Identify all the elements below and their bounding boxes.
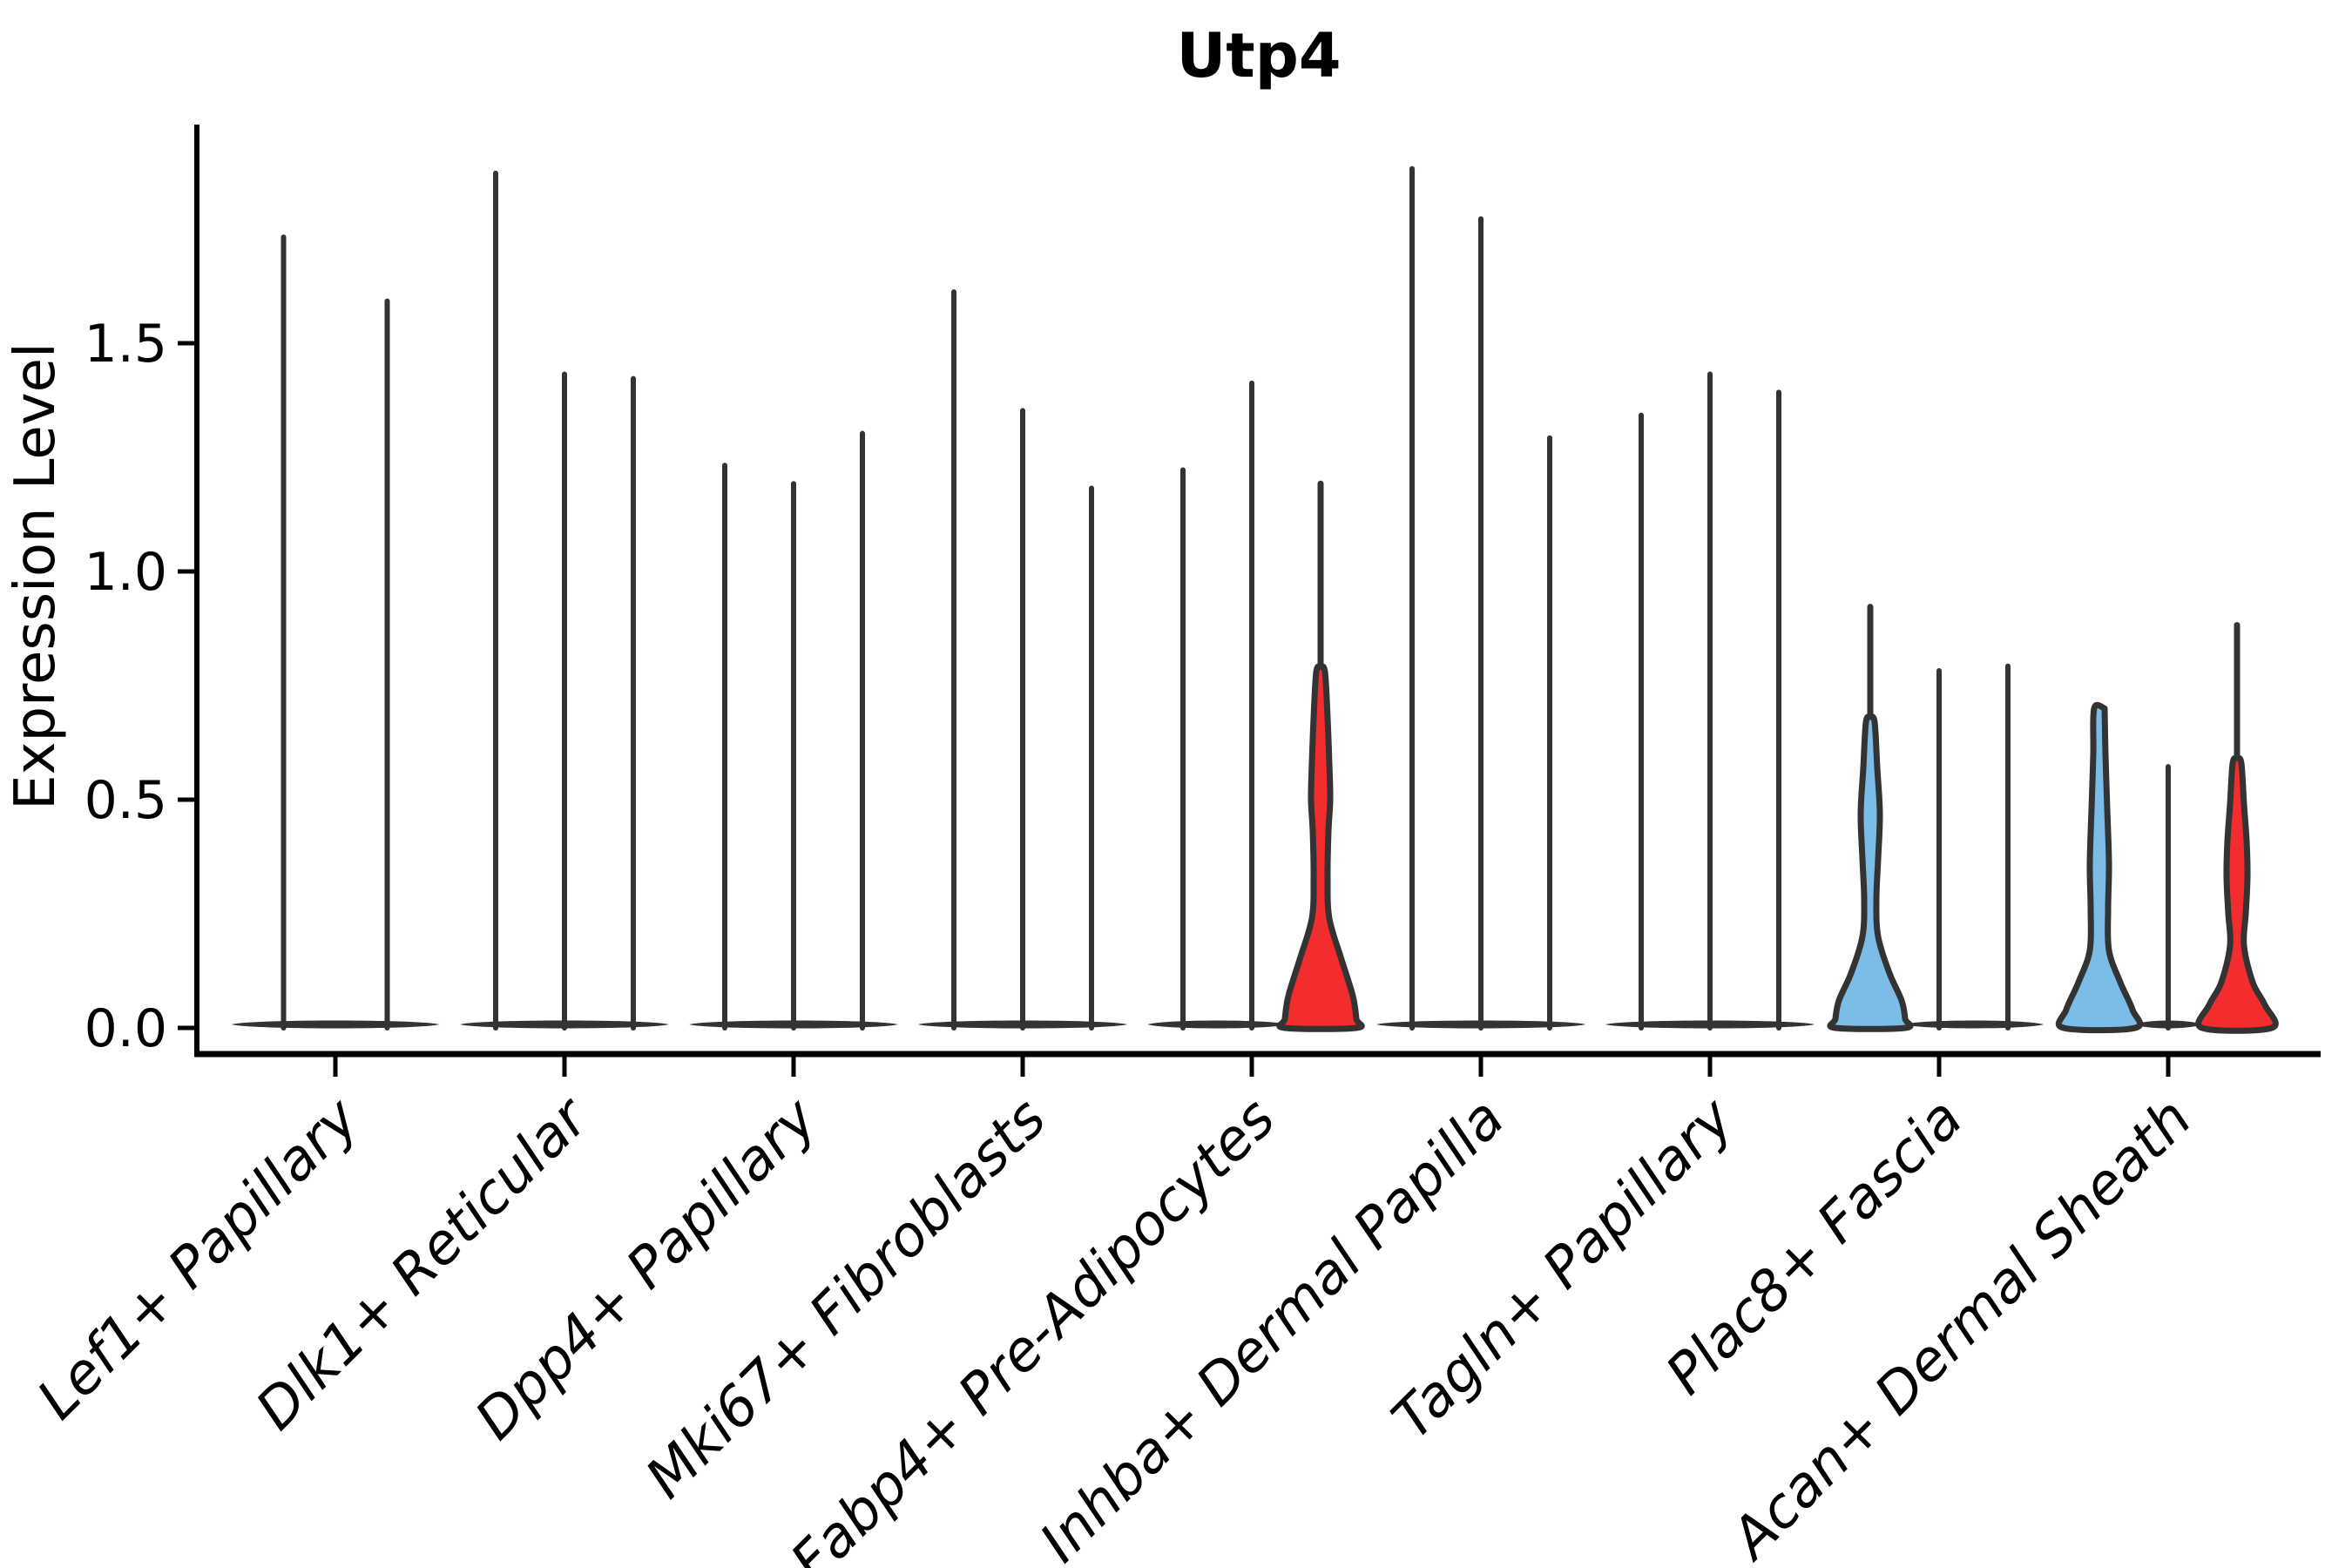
violin-blue bbox=[2055, 701, 2144, 1034]
violin-base bbox=[1147, 1020, 1288, 1029]
x-tick-label: Mki67+ Fibroblasts bbox=[634, 1086, 1059, 1511]
violin-base bbox=[1605, 1020, 1815, 1029]
y-tick-label: 0.5 bbox=[84, 770, 167, 831]
y-tick-label: 1.5 bbox=[84, 314, 167, 375]
violin-blue bbox=[1827, 713, 1914, 1032]
violin-group-1: Lef1+ Papillary bbox=[25, 234, 440, 1432]
violin-base bbox=[918, 1020, 1127, 1029]
violin-base bbox=[231, 1020, 440, 1029]
chart-title: Utp4 bbox=[1176, 20, 1341, 91]
x-tick-label: Acan+ Dermal Sheath bbox=[1717, 1086, 2204, 1568]
y-tick-label: 1.0 bbox=[84, 542, 167, 603]
y-axis-label: Expression Level bbox=[3, 342, 68, 810]
violin-group-5: Fabp4+ Pre-Adipocytes bbox=[779, 380, 1365, 1568]
violin-base bbox=[689, 1020, 898, 1029]
violin-red bbox=[1276, 663, 1365, 1032]
violin-base bbox=[460, 1020, 669, 1029]
y-tick-label: 0.0 bbox=[84, 998, 167, 1059]
violin-base bbox=[1376, 1020, 1585, 1029]
violin-red bbox=[2195, 754, 2279, 1034]
violin-base bbox=[1903, 1020, 2044, 1029]
x-tick-label: Inhba+ Dermal Papilla bbox=[1028, 1086, 1517, 1568]
violin-group-2: Dlk1+ Reticular bbox=[244, 170, 669, 1443]
violin-base bbox=[2132, 1020, 2204, 1029]
violin-group-9: Acan+ Dermal Sheath bbox=[1717, 622, 2279, 1568]
